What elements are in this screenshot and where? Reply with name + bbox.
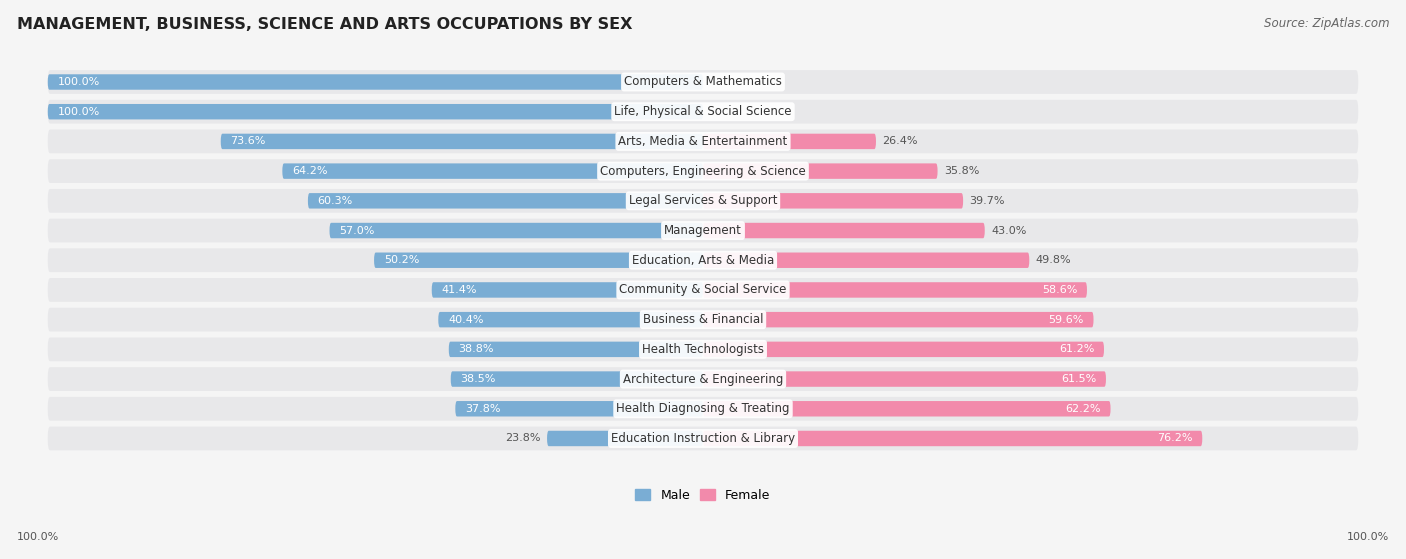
Text: 37.8%: 37.8% (465, 404, 501, 414)
Text: Arts, Media & Entertainment: Arts, Media & Entertainment (619, 135, 787, 148)
FancyBboxPatch shape (451, 371, 703, 387)
FancyBboxPatch shape (48, 189, 1358, 213)
Text: 39.7%: 39.7% (970, 196, 1005, 206)
FancyBboxPatch shape (48, 278, 1358, 302)
Text: 57.0%: 57.0% (339, 225, 375, 235)
FancyBboxPatch shape (48, 248, 1358, 272)
Text: Management: Management (664, 224, 742, 237)
FancyBboxPatch shape (703, 134, 876, 149)
FancyBboxPatch shape (48, 397, 1358, 421)
FancyBboxPatch shape (449, 342, 703, 357)
FancyBboxPatch shape (432, 282, 703, 297)
Text: Business & Financial: Business & Financial (643, 313, 763, 326)
Text: Source: ZipAtlas.com: Source: ZipAtlas.com (1264, 17, 1389, 30)
Text: Computers & Mathematics: Computers & Mathematics (624, 75, 782, 88)
Text: 100.0%: 100.0% (1347, 532, 1389, 542)
FancyBboxPatch shape (703, 223, 984, 238)
Text: Legal Services & Support: Legal Services & Support (628, 195, 778, 207)
FancyBboxPatch shape (703, 193, 963, 209)
FancyBboxPatch shape (329, 223, 703, 238)
FancyBboxPatch shape (703, 253, 1029, 268)
Text: 58.6%: 58.6% (1042, 285, 1077, 295)
Text: 38.8%: 38.8% (458, 344, 494, 354)
FancyBboxPatch shape (48, 70, 1358, 94)
FancyBboxPatch shape (48, 427, 1358, 451)
FancyBboxPatch shape (703, 312, 1094, 328)
Text: Health Diagnosing & Treating: Health Diagnosing & Treating (616, 402, 790, 415)
Text: 49.8%: 49.8% (1036, 255, 1071, 265)
FancyBboxPatch shape (221, 134, 703, 149)
Text: Life, Physical & Social Science: Life, Physical & Social Science (614, 105, 792, 118)
Text: 100.0%: 100.0% (58, 107, 100, 117)
Text: Education, Arts & Media: Education, Arts & Media (631, 254, 775, 267)
Text: Education Instruction & Library: Education Instruction & Library (612, 432, 794, 445)
FancyBboxPatch shape (48, 74, 703, 90)
Text: 40.4%: 40.4% (449, 315, 484, 325)
FancyBboxPatch shape (48, 104, 703, 120)
FancyBboxPatch shape (48, 219, 1358, 243)
FancyBboxPatch shape (48, 338, 1358, 361)
FancyBboxPatch shape (308, 193, 703, 209)
Text: 23.8%: 23.8% (505, 433, 540, 443)
Text: 50.2%: 50.2% (384, 255, 419, 265)
Text: Architecture & Engineering: Architecture & Engineering (623, 372, 783, 386)
FancyBboxPatch shape (456, 401, 703, 416)
FancyBboxPatch shape (703, 371, 1107, 387)
Text: 100.0%: 100.0% (58, 77, 100, 87)
Text: 62.2%: 62.2% (1066, 404, 1101, 414)
FancyBboxPatch shape (703, 401, 1111, 416)
Text: 100.0%: 100.0% (17, 532, 59, 542)
Legend: Male, Female: Male, Female (630, 484, 776, 506)
Text: 61.2%: 61.2% (1059, 344, 1094, 354)
Text: 35.8%: 35.8% (943, 166, 980, 176)
Text: 38.5%: 38.5% (461, 374, 496, 384)
FancyBboxPatch shape (48, 308, 1358, 331)
FancyBboxPatch shape (703, 342, 1104, 357)
FancyBboxPatch shape (374, 253, 703, 268)
Text: MANAGEMENT, BUSINESS, SCIENCE AND ARTS OCCUPATIONS BY SEX: MANAGEMENT, BUSINESS, SCIENCE AND ARTS O… (17, 17, 633, 32)
FancyBboxPatch shape (48, 100, 1358, 124)
FancyBboxPatch shape (703, 431, 1202, 446)
FancyBboxPatch shape (48, 130, 1358, 153)
Text: 60.3%: 60.3% (318, 196, 353, 206)
FancyBboxPatch shape (48, 367, 1358, 391)
Text: Computers, Engineering & Science: Computers, Engineering & Science (600, 164, 806, 178)
FancyBboxPatch shape (547, 431, 703, 446)
Text: 41.4%: 41.4% (441, 285, 477, 295)
Text: 73.6%: 73.6% (231, 136, 266, 146)
Text: 26.4%: 26.4% (883, 136, 918, 146)
FancyBboxPatch shape (439, 312, 703, 328)
FancyBboxPatch shape (283, 163, 703, 179)
FancyBboxPatch shape (48, 159, 1358, 183)
Text: 43.0%: 43.0% (991, 225, 1026, 235)
Text: Health Technologists: Health Technologists (643, 343, 763, 356)
Text: 61.5%: 61.5% (1062, 374, 1097, 384)
FancyBboxPatch shape (703, 282, 1087, 297)
Text: Community & Social Service: Community & Social Service (619, 283, 787, 296)
Text: 64.2%: 64.2% (292, 166, 328, 176)
Text: 59.6%: 59.6% (1049, 315, 1084, 325)
Text: 76.2%: 76.2% (1157, 433, 1192, 443)
FancyBboxPatch shape (703, 163, 938, 179)
